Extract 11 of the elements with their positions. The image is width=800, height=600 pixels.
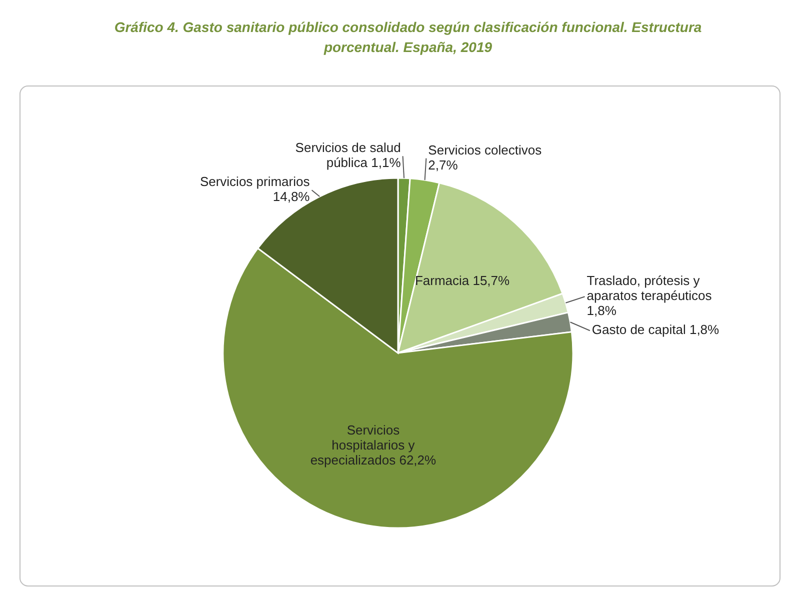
slice-label: Farmacia 15,7% xyxy=(414,272,510,288)
data-label: 14,8% xyxy=(272,189,310,204)
slice-label: Servicios colectivos xyxy=(428,142,542,158)
slice-label: Servicios de salud pública 1,1% xyxy=(295,140,402,170)
slice-label: Gasto de capital 1,8% xyxy=(592,322,720,338)
slice-label: Traslado, prótesis y aparatos terapéuticos xyxy=(586,273,712,304)
chart-title: Gráfico 4. Gasto sanitario público consolidado según clasificación funcional. Estructura porcentual. España, 2019 xyxy=(114,19,702,55)
slice-label: Servicios primarios xyxy=(200,174,310,190)
slice-label: Servicios hospitalarios y especializados 62,2% xyxy=(310,422,437,468)
data-label: 2,7% xyxy=(428,157,458,172)
data-label: 1,8% xyxy=(586,303,617,318)
